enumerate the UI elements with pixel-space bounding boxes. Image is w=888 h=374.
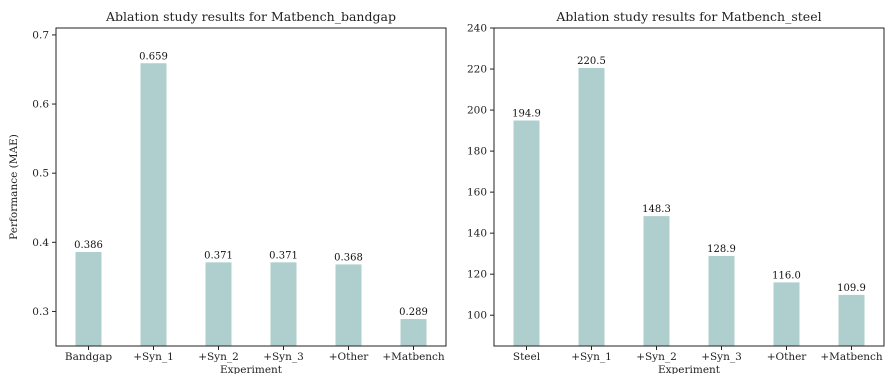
bar--syn-3	[270, 262, 297, 346]
x-tick-label: +Syn_2	[198, 351, 239, 363]
y-tick-label: 100	[467, 310, 487, 322]
x-tick-label: +Syn_1	[571, 351, 612, 363]
data-label: 0.371	[269, 250, 298, 261]
y-tick-label: 240	[467, 23, 487, 35]
plot-frame	[493, 27, 885, 347]
bar--syn-2	[643, 216, 670, 346]
data-label: 109.9	[837, 283, 866, 294]
x-tick-label: Steel	[513, 351, 541, 363]
y-tick-label: 200	[467, 105, 487, 117]
y-tick-label: 0.4	[32, 237, 49, 249]
x-tick-label: Bandgap	[65, 351, 112, 363]
y-axis-label: Performance (MAE)	[8, 134, 20, 240]
chart-title: Ablation study results for Matbench_band…	[105, 9, 396, 24]
data-label: 194.9	[512, 109, 541, 120]
bar--other	[773, 282, 800, 346]
bar-bandgap	[75, 251, 102, 346]
bar--syn-1	[140, 63, 167, 346]
data-label: 0.371	[204, 250, 233, 261]
data-label: 128.9	[707, 244, 736, 255]
y-tick-label: 0.3	[32, 306, 49, 318]
y-tick-label: 0.5	[32, 168, 49, 180]
y-tick-label: 0.6	[32, 99, 49, 111]
x-tick-label: +Other	[329, 351, 370, 363]
bar--other	[335, 264, 362, 346]
bar--syn-1	[578, 68, 605, 346]
bar--matbench	[400, 319, 427, 346]
data-label: 116.0	[772, 270, 801, 281]
x-tick-label: +Syn_3	[701, 351, 742, 363]
bar--syn-2	[205, 262, 232, 346]
y-tick-label: 160	[467, 187, 487, 199]
y-tick-label: 120	[467, 269, 487, 281]
chart-title: Ablation study results for Matbench_stee…	[555, 9, 821, 24]
data-label: 0.368	[334, 252, 363, 263]
bar--syn-3	[708, 255, 735, 346]
chart-panel-2: Ablation study results for Matbench_stee…	[467, 9, 885, 374]
chart-panel-1: Ablation study results for Matbench_band…	[8, 9, 447, 374]
x-tick-label: +Matbench	[820, 351, 883, 363]
plot-frame	[55, 27, 447, 347]
data-label: 220.5	[577, 56, 606, 67]
y-tick-label: 180	[467, 146, 487, 158]
y-tick-label: 0.7	[32, 29, 49, 41]
x-tick-label: +Syn_2	[636, 351, 677, 363]
x-tick-label: +Other	[767, 351, 808, 363]
data-label: 148.3	[642, 204, 671, 215]
x-axis-label: Experiment	[220, 364, 283, 374]
data-label: 0.386	[74, 240, 103, 251]
bar-steel	[513, 120, 540, 346]
bar--matbench	[838, 294, 865, 346]
y-tick-label: 140	[467, 228, 487, 240]
data-label: 0.659	[139, 51, 168, 62]
x-tick-label: +Syn_3	[263, 351, 304, 363]
x-tick-label: +Syn_1	[133, 351, 174, 363]
x-axis-label: Experiment	[658, 364, 721, 374]
x-tick-label: +Matbench	[382, 351, 445, 363]
y-tick-label: 220	[467, 64, 487, 76]
data-label: 0.289	[399, 307, 428, 318]
